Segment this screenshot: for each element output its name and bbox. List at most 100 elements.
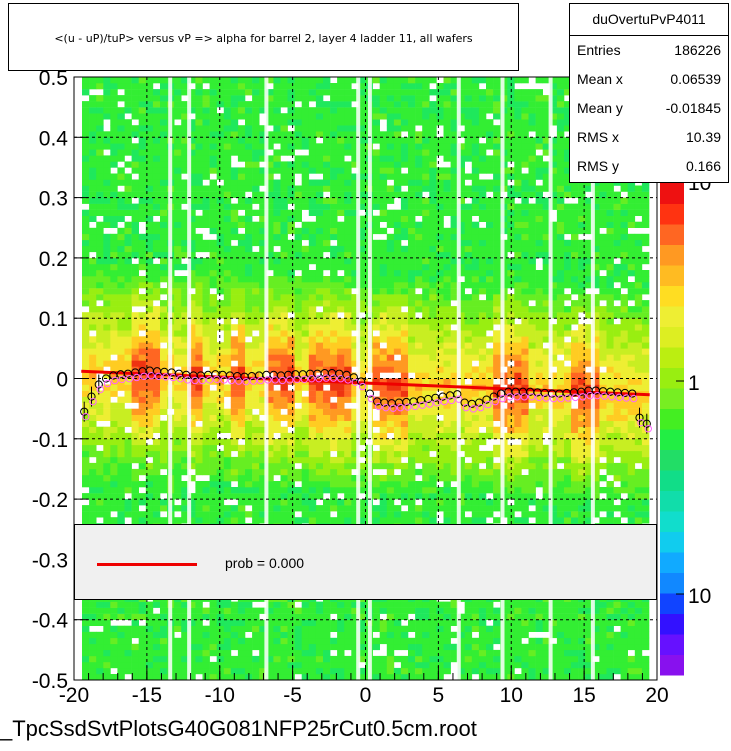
heatmap-cell [160, 77, 168, 84]
heatmap-cell [131, 107, 139, 114]
heatmap-cell [415, 432, 423, 440]
heatmap-cell [152, 113, 161, 120]
heatmap-cell [138, 655, 147, 663]
heatmap-cell [372, 101, 380, 108]
heatmap-cell [117, 366, 125, 373]
heatmap-cell [372, 95, 380, 102]
heatmap-cell [259, 487, 267, 494]
heatmap-cell [429, 354, 437, 361]
heatmap-cell [195, 661, 203, 669]
heatmap-cell [252, 631, 260, 639]
heatmap-cell [209, 221, 217, 228]
heatmap-cell [422, 414, 430, 421]
heatmap-cell [209, 607, 217, 614]
heatmap-cell [110, 83, 118, 90]
heatmap-cell [223, 414, 232, 421]
heatmap-cell [386, 366, 395, 373]
heatmap-cell [280, 95, 288, 102]
heatmap-cell [209, 215, 217, 222]
heatmap-cell [145, 655, 154, 663]
heatmap-cell [223, 197, 232, 204]
heatmap-cell [195, 607, 203, 614]
heatmap-cell [344, 149, 352, 156]
heatmap-cell [294, 257, 302, 265]
heatmap-cell [160, 167, 168, 174]
heatmap-cell [287, 245, 295, 253]
heatmap-cell [245, 233, 253, 241]
heatmap-cell [188, 95, 196, 102]
heatmap-cell [181, 348, 189, 355]
heatmap-cell [372, 227, 380, 235]
heatmap-cell [287, 625, 295, 632]
heatmap-cell [138, 125, 147, 132]
heatmap-cell [337, 674, 345, 681]
heatmap-cell [358, 499, 366, 506]
heatmap-cell [209, 137, 217, 144]
heatmap-cell [152, 499, 161, 506]
heatmap-cell [351, 661, 359, 669]
heatmap-cell [457, 414, 465, 421]
heatmap-cell [323, 173, 331, 180]
heatmap-cell [443, 209, 451, 216]
heatmap-cell [400, 625, 409, 632]
heatmap-cell [429, 493, 437, 500]
heatmap-cell [337, 661, 345, 669]
heatmap-cell [223, 288, 232, 295]
heatmap-cell [124, 468, 132, 476]
heatmap-cell [96, 282, 104, 289]
heatmap-cell [188, 221, 196, 228]
heatmap-cell [273, 101, 281, 108]
heatmap-cell [457, 312, 465, 319]
heatmap-cell [145, 450, 154, 458]
heatmap-cell [252, 179, 260, 186]
heatmap-cell [266, 330, 274, 337]
heatmap-cell [103, 426, 111, 433]
heatmap-cell [174, 300, 182, 307]
heatmap-cell [308, 167, 317, 174]
heatmap-cell [245, 282, 253, 289]
heatmap-cell [117, 95, 125, 102]
heatmap-cell [422, 294, 430, 301]
heatmap-cell [216, 221, 225, 228]
heatmap-cell [110, 191, 118, 198]
heatmap-cell [308, 125, 317, 132]
heatmap-cell [252, 607, 260, 614]
heatmap-cell [280, 637, 288, 645]
heatmap-cell [89, 257, 97, 265]
heatmap-cell [379, 475, 388, 482]
heatmap-cell [152, 203, 161, 210]
heatmap-cell [174, 324, 182, 331]
heatmap-cell [273, 487, 281, 494]
heatmap-cell [110, 475, 118, 482]
heatmap-cell [252, 396, 260, 403]
heatmap-cell [301, 649, 310, 657]
heatmap-cell [429, 601, 437, 608]
heatmap-cell [131, 330, 139, 337]
heatmap-cell [415, 179, 423, 186]
heatmap-cell [450, 342, 458, 349]
heatmap-cell [330, 89, 338, 96]
heatmap-cell [294, 408, 302, 415]
heatmap-cell [174, 263, 182, 271]
heatmap-cell [103, 95, 111, 102]
heatmap-cell [273, 203, 281, 210]
heatmap-cell [301, 402, 310, 409]
heatmap-cell [152, 631, 161, 639]
heatmap-cell [457, 167, 465, 174]
heatmap-cell [259, 505, 267, 512]
heatmap-cell [131, 227, 139, 235]
heatmap-cell [323, 619, 331, 626]
heatmap-cell [379, 517, 388, 524]
heatmap-cell [280, 450, 288, 458]
heatmap-cell [202, 276, 210, 283]
heatmap-cell [372, 481, 380, 488]
heatmap-cell [386, 95, 395, 102]
heatmap-cell [82, 330, 90, 337]
heatmap-cell [96, 360, 104, 367]
heatmap-cell [110, 444, 118, 452]
heatmap-cell [400, 125, 409, 132]
heatmap-cell [408, 95, 416, 102]
heatmap-cell [152, 312, 161, 319]
heatmap-cell [209, 637, 217, 645]
heatmap-cell [294, 643, 302, 651]
